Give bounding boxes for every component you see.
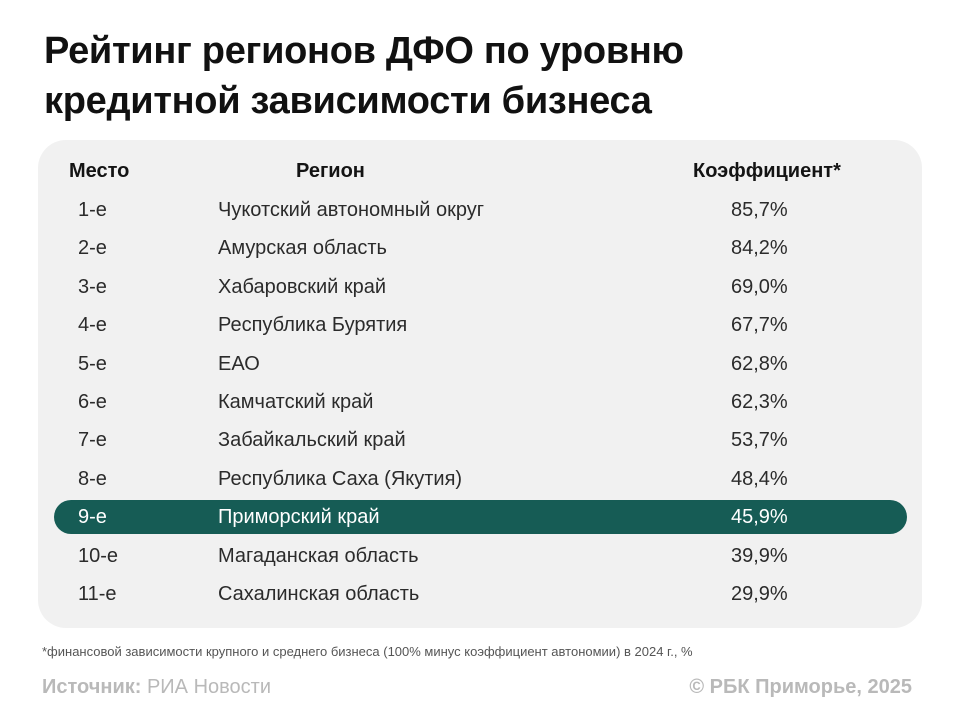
rank-cell: 11-е xyxy=(78,583,117,605)
region-cell: Сахалинская область xyxy=(218,583,420,605)
coefficient-cell: 39,9% xyxy=(731,545,788,567)
source: Источник: РИА Новости xyxy=(42,676,271,699)
table-row: 7-е Забайкальский край 53,7% xyxy=(54,423,907,457)
region-cell: Забайкальский край xyxy=(218,429,406,451)
source-value: РИА Новости xyxy=(146,676,272,698)
rank-cell: 8-е xyxy=(78,468,107,490)
coefficient-cell: 85,7% xyxy=(731,199,788,221)
title-line-1: Рейтинг регионов ДФО по уровню xyxy=(44,30,684,72)
rank-cell: 5-е xyxy=(78,353,107,375)
region-cell: Камчатский край xyxy=(218,391,374,413)
table-row: 6-е Камчатский край 62,3% xyxy=(54,385,907,419)
rank-cell: 2-е xyxy=(78,237,107,259)
column-header-region: Регион xyxy=(296,160,365,182)
source-label: Источник: xyxy=(42,676,142,698)
coefficient-cell: 67,7% xyxy=(731,314,788,336)
table-row: 1-е Чукотский автономный округ 85,7% xyxy=(54,193,907,227)
coefficient-cell: 45,9% xyxy=(731,506,788,528)
region-cell: Хабаровский край xyxy=(218,276,387,298)
coefficient-cell: 29,9% xyxy=(731,583,788,605)
page-title: Рейтинг регионов ДФО по уровню кредитной… xyxy=(44,26,924,126)
table-row: 9-е Приморский край 45,9% xyxy=(54,500,907,534)
region-cell: Республика Саха (Якутия) xyxy=(218,468,463,490)
column-header-coefficient: Коэффициент* xyxy=(693,160,841,182)
rank-cell: 3-е xyxy=(78,276,107,298)
table-card xyxy=(38,140,922,628)
rank-cell: 10-е xyxy=(78,545,119,567)
table-row: 10-е Магаданская область 39,9% xyxy=(54,539,907,573)
region-cell: Амурская область xyxy=(218,237,387,259)
region-cell: Магаданская область xyxy=(218,545,419,567)
table-row: 4-е Республика Бурятия 67,7% xyxy=(54,308,907,342)
footnote: *финансовой зависимости крупного и средн… xyxy=(42,644,693,659)
region-cell: Республика Бурятия xyxy=(218,314,408,336)
copyright: © РБК Приморье, 2025 xyxy=(689,676,912,698)
region-cell: Приморский край xyxy=(218,506,380,528)
title-line-2: кредитной зависимости бизнеса xyxy=(44,80,652,122)
region-cell: Чукотский автономный округ xyxy=(218,199,485,221)
coefficient-cell: 62,8% xyxy=(731,353,788,375)
rank-cell: 1-е xyxy=(78,199,107,221)
region-cell: ЕАО xyxy=(218,353,260,375)
table-row: 11-е Сахалинская область 29,9% xyxy=(54,577,907,611)
coefficient-cell: 84,2% xyxy=(731,237,788,259)
table-row: 5-е ЕАО 62,8% xyxy=(54,347,907,381)
rank-cell: 9-е xyxy=(78,506,107,528)
rank-cell: 6-е xyxy=(78,391,107,413)
table-row: 3-е Хабаровский край 69,0% xyxy=(54,270,907,304)
rank-cell: 4-е xyxy=(78,314,107,336)
column-header-rank: Место xyxy=(69,160,130,182)
rank-cell: 7-е xyxy=(78,429,107,451)
coefficient-cell: 53,7% xyxy=(731,429,788,451)
table-row: 2-е Амурская область 84,2% xyxy=(54,231,907,265)
coefficient-cell: 69,0% xyxy=(731,276,788,298)
coefficient-cell: 62,3% xyxy=(731,391,788,413)
table-row: 8-е Республика Саха (Якутия) 48,4% xyxy=(54,462,907,496)
coefficient-cell: 48,4% xyxy=(731,468,788,490)
